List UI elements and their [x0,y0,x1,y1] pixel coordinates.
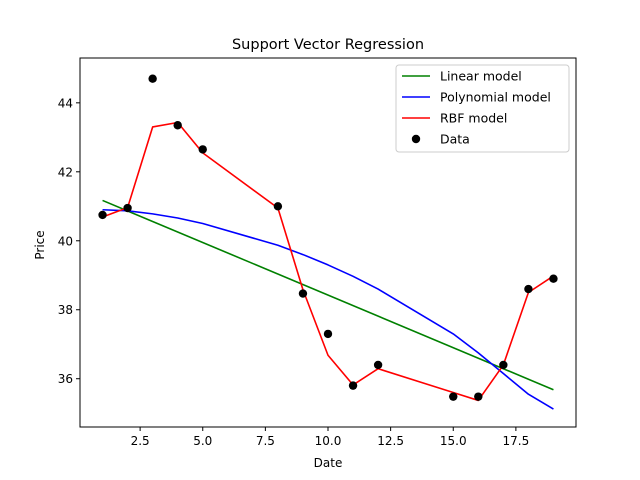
x-tick-label: 2.5 [131,434,150,448]
data-point [549,274,558,283]
legend-label-rbf-model: RBF model [440,111,507,126]
x-tick-label: 5.0 [193,434,212,448]
linear-model-line [102,199,554,391]
y-tick-label: 38 [58,303,73,317]
legend-label-polynomial-model: Polynomial model [440,90,551,105]
data-point [273,202,283,211]
data-point [499,360,508,370]
data-point [348,381,358,390]
x-axis-ticks: 2.5 5.0 7.5 10.0 12.5 15.0 17.5 [131,427,530,448]
axes-frame [79,57,577,428]
legend-box [395,64,570,153]
data-point [449,392,458,401]
chart-title: Support Vector Regression [232,37,424,53]
y-tick-label: 42 [58,165,73,179]
legend: Linear model Polynomial model RBF model Dat… [395,64,570,153]
plot-area [98,74,558,410]
y-axis-ticks: 36 38 40 42 44 [58,96,80,386]
rbf-model-line [102,121,554,402]
data-point [198,145,207,154]
data-point [474,392,483,401]
data-point [373,360,383,370]
data-point [298,289,308,298]
x-tick-label: 17.5 [503,434,530,448]
x-tick-label: 10.0 [315,434,342,448]
y-tick-label: 36 [58,372,73,386]
legend-label-data: Data [440,132,470,147]
x-tick-label: 12.5 [377,434,404,448]
y-tick-label: 40 [58,234,73,248]
data-point [98,210,107,220]
data-point [524,284,533,294]
data-point [148,74,157,83]
data-point [323,329,333,339]
x-axis-label: Date [314,456,343,470]
legend-swatch-data [411,134,421,144]
y-tick-label: 44 [58,96,73,110]
data-point [123,203,132,213]
y-axis-label: Price [33,230,47,259]
x-tick-label: 7.5 [256,434,275,448]
polynomial-model-line [102,208,554,410]
legend-label-linear-model: Linear model [440,69,522,84]
data-point [173,121,182,130]
x-tick-label: 15.0 [440,434,467,448]
